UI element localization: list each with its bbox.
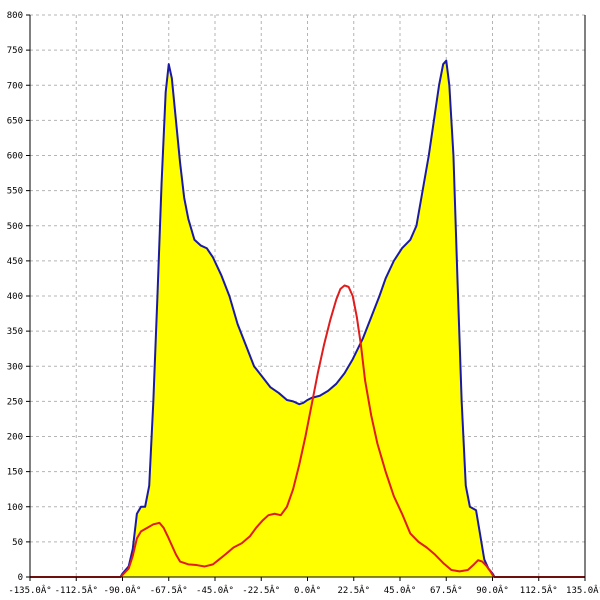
- x-tick-label: 22.5Â°: [337, 584, 370, 596]
- x-tick-label: 90.0Â°: [476, 584, 509, 596]
- series-areas: [30, 60, 585, 578]
- y-tick-label: 600: [7, 152, 23, 162]
- x-tick-label: -67.5Â°: [150, 584, 188, 596]
- x-tick-label: 0.0Â°: [294, 584, 321, 596]
- x-tick-label: -22.5Â°: [242, 584, 280, 596]
- series-0-area: [30, 60, 585, 578]
- y-tick-label: 150: [7, 468, 23, 478]
- y-tick-label: 800: [7, 11, 23, 21]
- x-tick-label: 135.0Â°: [566, 584, 600, 596]
- y-tick-label: 450: [7, 257, 23, 267]
- y-tick-label: 550: [7, 187, 23, 197]
- y-tick-label: 100: [7, 503, 23, 513]
- y-tick-label: 300: [7, 362, 23, 372]
- x-tick-label: -45.0Â°: [196, 584, 234, 596]
- x-tick-label: -135.0Â°: [8, 584, 51, 596]
- y-tick-label: 200: [7, 433, 23, 443]
- tick-labels: 0 50 100 150 200 250 300 350 400 450 500 550 600 650 7…: [7, 11, 600, 596]
- x-tick-label: 45.0Â°: [384, 584, 417, 596]
- y-tick-label: 700: [7, 81, 23, 91]
- x-tick-label: -90.0Â°: [104, 584, 142, 596]
- y-tick-label: 50: [12, 538, 23, 548]
- y-tick-label: 650: [7, 116, 23, 126]
- x-tick-label: 67.5Â°: [430, 584, 463, 596]
- y-tick-label: 350: [7, 327, 23, 337]
- series-lines: [30, 59, 585, 578]
- axes: [26, 14, 586, 581]
- x-tick-label: -112.5Â°: [55, 584, 98, 596]
- x-tick-label: 112.5Â°: [520, 584, 558, 596]
- series-1-line: [30, 284, 585, 578]
- y-tick-label: 750: [7, 46, 23, 56]
- series-0-line: [30, 59, 585, 578]
- y-tick-label: 0: [18, 573, 23, 583]
- y-tick-label: 400: [7, 292, 23, 302]
- y-tick-label: 500: [7, 222, 23, 232]
- y-tick-label: 250: [7, 397, 23, 407]
